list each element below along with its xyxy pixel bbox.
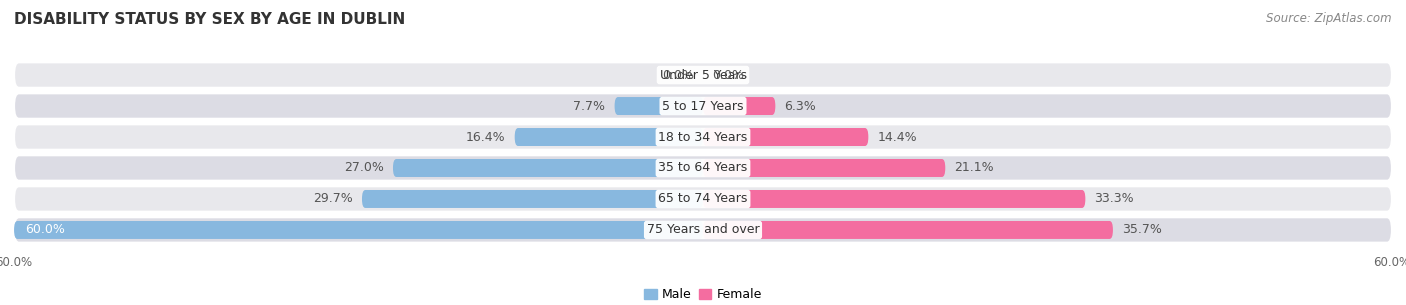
FancyBboxPatch shape bbox=[703, 159, 945, 177]
Text: 29.7%: 29.7% bbox=[314, 192, 353, 206]
FancyBboxPatch shape bbox=[14, 62, 1392, 88]
Text: Source: ZipAtlas.com: Source: ZipAtlas.com bbox=[1267, 12, 1392, 25]
Text: 7.7%: 7.7% bbox=[574, 99, 606, 113]
FancyBboxPatch shape bbox=[14, 221, 703, 239]
Text: 75 Years and over: 75 Years and over bbox=[647, 224, 759, 236]
FancyBboxPatch shape bbox=[703, 221, 1114, 239]
FancyBboxPatch shape bbox=[703, 97, 775, 115]
Text: 0.0%: 0.0% bbox=[713, 69, 744, 81]
Text: 33.3%: 33.3% bbox=[1094, 192, 1135, 206]
Text: Under 5 Years: Under 5 Years bbox=[659, 69, 747, 81]
FancyBboxPatch shape bbox=[14, 155, 1392, 181]
Text: DISABILITY STATUS BY SEX BY AGE IN DUBLIN: DISABILITY STATUS BY SEX BY AGE IN DUBLI… bbox=[14, 12, 405, 27]
Text: 16.4%: 16.4% bbox=[465, 131, 506, 144]
Legend: Male, Female: Male, Female bbox=[640, 283, 766, 305]
FancyBboxPatch shape bbox=[14, 217, 1392, 243]
Text: 35.7%: 35.7% bbox=[1122, 224, 1161, 236]
FancyBboxPatch shape bbox=[361, 190, 703, 208]
FancyBboxPatch shape bbox=[14, 124, 1392, 150]
Text: 0.0%: 0.0% bbox=[662, 69, 693, 81]
FancyBboxPatch shape bbox=[515, 128, 703, 146]
FancyBboxPatch shape bbox=[703, 128, 869, 146]
Text: 65 to 74 Years: 65 to 74 Years bbox=[658, 192, 748, 206]
FancyBboxPatch shape bbox=[14, 186, 1392, 212]
FancyBboxPatch shape bbox=[703, 190, 1085, 208]
Text: 5 to 17 Years: 5 to 17 Years bbox=[662, 99, 744, 113]
Text: 27.0%: 27.0% bbox=[344, 161, 384, 174]
Text: 60.0%: 60.0% bbox=[25, 224, 66, 236]
FancyBboxPatch shape bbox=[14, 93, 1392, 119]
Text: 18 to 34 Years: 18 to 34 Years bbox=[658, 131, 748, 144]
Text: 21.1%: 21.1% bbox=[955, 161, 994, 174]
Text: 6.3%: 6.3% bbox=[785, 99, 817, 113]
FancyBboxPatch shape bbox=[614, 97, 703, 115]
Text: 35 to 64 Years: 35 to 64 Years bbox=[658, 161, 748, 174]
FancyBboxPatch shape bbox=[392, 159, 703, 177]
Text: 14.4%: 14.4% bbox=[877, 131, 917, 144]
